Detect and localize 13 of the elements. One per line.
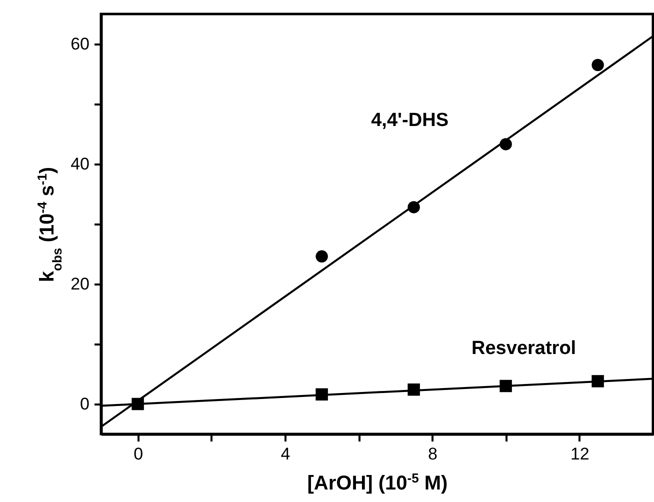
y-tick-label: 40 <box>70 154 90 174</box>
y-tick-label: 60 <box>70 34 90 54</box>
x-axis-title: [ArOH] (10$^{-5}$ M) <box>307 470 448 494</box>
x-tick-label: 8 <box>428 444 438 464</box>
y-tick-label: 0 <box>80 394 90 414</box>
point <box>592 58 604 72</box>
y-tick-label: 20 <box>70 274 90 294</box>
series-label: Resveratrol <box>472 338 576 359</box>
x-tick-label: 0 <box>134 444 144 464</box>
x-tick-label: 12 <box>570 444 590 464</box>
point <box>316 250 328 263</box>
text: 4,4'-DHS <box>371 110 448 132</box>
x-tick-label: 4 <box>280 444 290 464</box>
